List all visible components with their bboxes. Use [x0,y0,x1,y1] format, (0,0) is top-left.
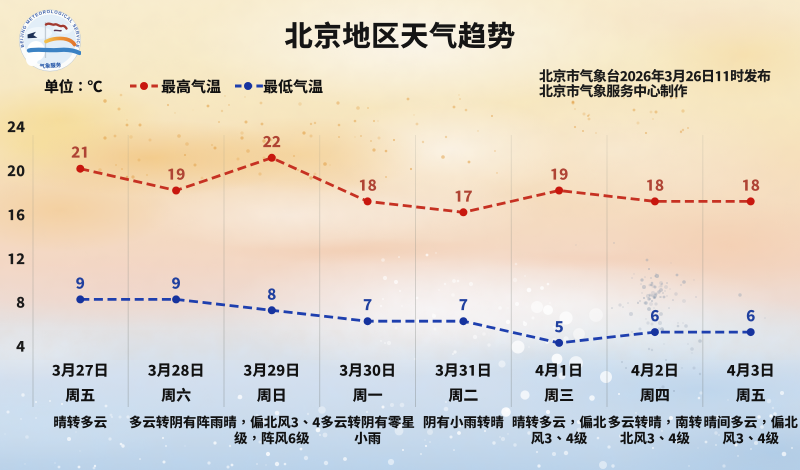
svg-text:周五: 周五 [736,387,766,405]
svg-text:8: 8 [16,294,25,312]
svg-text:16: 16 [7,206,25,224]
svg-text:多云转晴，南转: 多云转晴，南转 [608,414,703,430]
svg-text:多云转阴有阵雨: 多云转阴有阵雨 [129,414,224,430]
svg-text:级，阵风6级: 级，阵风6级 [234,430,310,446]
svg-text:周五: 周五 [65,387,95,405]
svg-text:3月28日: 3月28日 [148,362,205,380]
svg-text:周四: 周四 [640,387,670,405]
svg-text:18: 18 [741,176,759,194]
svg-text:小雨: 小雨 [354,430,381,446]
svg-text:20: 20 [7,162,25,180]
svg-text:3月31日: 3月31日 [435,362,492,380]
svg-text:气象服务: 气象服务 [39,62,62,71]
svg-text:12: 12 [7,250,25,268]
svg-text:7: 7 [363,296,372,314]
svg-text:9: 9 [171,274,180,292]
svg-text:19: 19 [167,166,185,184]
svg-text:阴有小雨转晴: 阴有小雨转晴 [423,414,504,430]
svg-text:21: 21 [71,144,89,162]
svg-text:6: 6 [650,307,659,325]
svg-text:晴，偏北风3、4: 晴，偏北风3、4 [223,414,320,430]
svg-text:19: 19 [550,166,568,184]
svg-text:晴转多云: 晴转多云 [53,414,107,430]
svg-text:北风3、4级: 北风3、4级 [620,430,691,446]
svg-text:晴转多云，偏北: 晴转多云，偏北 [512,414,607,430]
svg-text:9: 9 [76,274,85,292]
svg-text:周二: 周二 [448,387,478,405]
svg-text:周三: 周三 [544,387,574,405]
svg-text:18: 18 [646,176,664,194]
svg-text:8: 8 [267,285,276,303]
svg-text:晴间多云，偏北: 晴间多云，偏北 [703,414,798,430]
svg-text:多云转阴有零星: 多云转阴有零星 [320,414,415,430]
svg-text:周六: 周六 [161,387,191,405]
svg-text:4月2日: 4月2日 [631,362,679,380]
svg-text:3月27日: 3月27日 [52,362,109,380]
svg-text:6: 6 [746,307,755,325]
svg-text:3月30日: 3月30日 [339,362,396,380]
svg-text:22: 22 [263,133,281,151]
svg-text:3月29日: 3月29日 [243,362,300,380]
svg-text:周日: 周日 [257,387,287,405]
svg-text:7: 7 [459,296,468,314]
svg-text:17: 17 [454,187,472,205]
svg-text:4: 4 [16,338,25,356]
svg-text:周一: 周一 [353,387,383,405]
svg-text:24: 24 [7,118,25,136]
svg-text:18: 18 [358,176,376,194]
svg-text:风3、4级: 风3、4级 [722,430,779,446]
svg-text:4月3日: 4月3日 [727,362,775,380]
svg-text:风3、4级: 风3、4级 [531,430,588,446]
svg-text:5: 5 [554,318,563,336]
svg-text:4月1日: 4月1日 [535,362,583,380]
